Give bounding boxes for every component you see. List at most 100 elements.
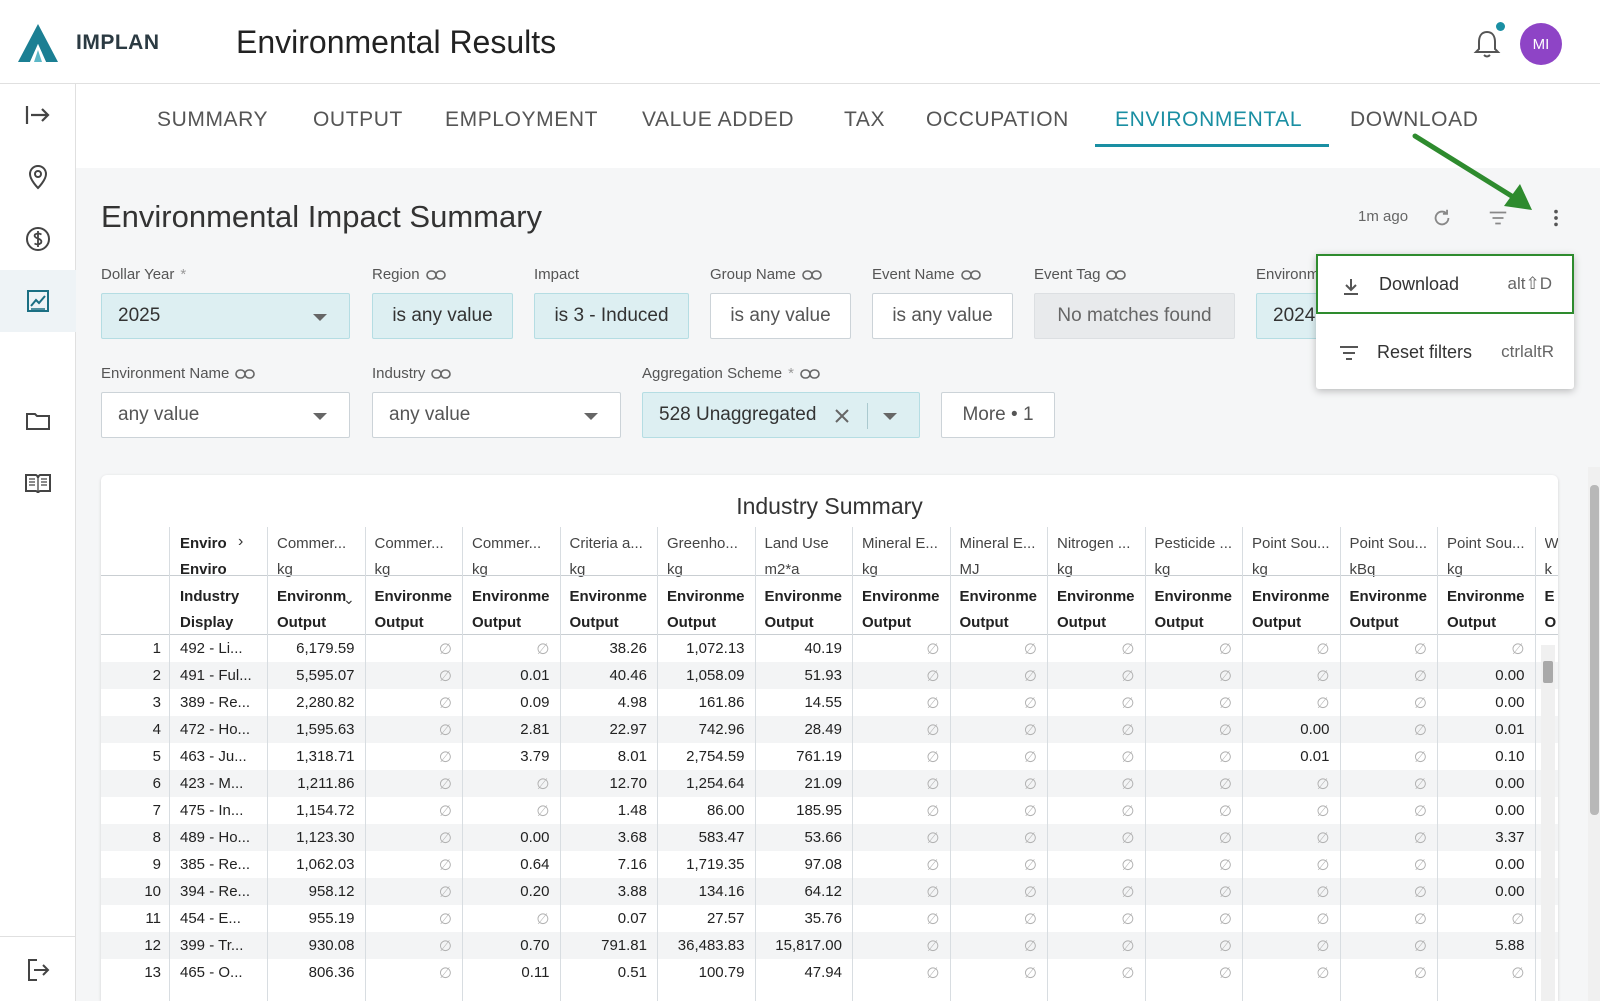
null-cell[interactable]: ∅	[1511, 911, 1525, 928]
value-cell[interactable]: 1,058.09	[686, 667, 745, 684]
sidebar-help[interactable]	[0, 452, 76, 514]
value-cell[interactable]: 0.11	[521, 964, 550, 981]
null-cell[interactable]: ∅	[1023, 722, 1037, 739]
null-cell[interactable]: ∅	[438, 857, 452, 874]
column-header-name[interactable]: Criteria a...	[569, 535, 643, 552]
measure-header-name[interactable]: Environme	[374, 588, 453, 605]
null-cell[interactable]: ∅	[1413, 938, 1427, 955]
value-cell[interactable]: 0.01	[1495, 721, 1525, 738]
null-cell[interactable]: ∅	[1023, 911, 1037, 928]
value-cell[interactable]: 3.68	[617, 829, 647, 846]
null-cell[interactable]: ∅	[1218, 641, 1232, 658]
industry-cell[interactable]: 454 - E...	[180, 910, 241, 927]
null-cell[interactable]: ∅	[1023, 641, 1037, 658]
value-cell[interactable]: 36,483.83	[677, 937, 745, 954]
dashboard-actions-button[interactable]	[1542, 204, 1570, 232]
menu-reset-filters[interactable]: Reset filters ctrlaltR	[1316, 322, 1574, 382]
null-cell[interactable]: ∅	[1121, 749, 1135, 766]
null-cell[interactable]: ∅	[1023, 938, 1037, 955]
measure-header-name[interactable]: Environme	[472, 588, 550, 605]
sidebar-expand[interactable]	[0, 84, 76, 146]
null-cell[interactable]: ∅	[1218, 722, 1232, 739]
null-cell[interactable]: ∅	[1316, 965, 1330, 982]
null-cell[interactable]: ∅	[926, 695, 940, 712]
null-cell[interactable]: ∅	[1023, 884, 1037, 901]
measure-header-name[interactable]: Environme	[764, 588, 843, 605]
null-cell[interactable]: ∅	[536, 641, 550, 658]
sidebar-projects[interactable]	[0, 390, 76, 452]
event-name-filter[interactable]: is any value	[872, 293, 1013, 339]
column-header-name[interactable]: Commer...	[472, 535, 542, 552]
tab-employment[interactable]: EMPLOYMENT	[445, 108, 599, 131]
tab-output[interactable]: OUTPUT	[313, 108, 403, 131]
null-cell[interactable]: ∅	[1316, 668, 1330, 685]
value-cell[interactable]: 2,754.59	[686, 748, 745, 765]
null-cell[interactable]: ∅	[1316, 857, 1330, 874]
value-cell[interactable]: 53.66	[804, 829, 842, 846]
null-cell[interactable]: ∅	[1023, 776, 1037, 793]
value-cell[interactable]: 1,154.72	[296, 802, 355, 819]
null-cell[interactable]: ∅	[1316, 776, 1330, 793]
null-cell[interactable]: ∅	[438, 803, 452, 820]
null-cell[interactable]: ∅	[1121, 938, 1135, 955]
value-cell[interactable]: 21.09	[804, 775, 842, 792]
column-header-name[interactable]: W	[1544, 535, 1559, 552]
value-cell[interactable]: 5.88	[1495, 937, 1525, 954]
tab-summary[interactable]: SUMMARY	[157, 108, 269, 131]
industry-select[interactable]: any value	[372, 392, 621, 438]
table-scrollbar[interactable]	[1541, 645, 1555, 1001]
value-cell[interactable]: 27.57	[706, 910, 745, 927]
menu-download[interactable]: Download alt⇧D	[1316, 254, 1574, 314]
tab-environmental[interactable]: ENVIRONMENTAL	[1115, 108, 1303, 131]
value-cell[interactable]: 0.10	[1495, 748, 1525, 765]
null-cell[interactable]: ∅	[1023, 965, 1037, 982]
value-cell[interactable]: 5,595.07	[296, 667, 355, 684]
column-header-name[interactable]: Point Sou...	[1252, 535, 1330, 552]
refresh-button[interactable]	[1428, 204, 1456, 232]
null-cell[interactable]: ∅	[1121, 641, 1135, 658]
null-cell[interactable]: ∅	[1413, 857, 1427, 874]
sidebar-logout[interactable]	[0, 939, 76, 1001]
value-cell[interactable]: 86.00	[706, 802, 745, 819]
null-cell[interactable]: ∅	[1413, 749, 1427, 766]
null-cell[interactable]: ∅	[536, 776, 550, 793]
column-header-name[interactable]: Point Sou...	[1447, 535, 1525, 552]
null-cell[interactable]: ∅	[536, 803, 550, 820]
measure-header-name[interactable]: Environme	[1154, 588, 1233, 605]
sidebar-regions[interactable]	[0, 146, 76, 208]
null-cell[interactable]: ∅	[1218, 857, 1232, 874]
null-cell[interactable]: ∅	[1413, 830, 1427, 847]
tab-occupation[interactable]: OCCUPATION	[926, 108, 1069, 131]
impact-filter[interactable]: is 3 - Induced	[534, 293, 689, 339]
tab-value-added[interactable]: VALUE ADDED	[642, 108, 795, 131]
value-cell[interactable]: 0.07	[617, 910, 647, 927]
null-cell[interactable]: ∅	[438, 668, 452, 685]
null-cell[interactable]: ∅	[1218, 830, 1232, 847]
value-cell[interactable]: 1,211.86	[297, 775, 355, 792]
value-cell[interactable]: 0.00	[1495, 802, 1525, 819]
null-cell[interactable]: ∅	[1413, 965, 1427, 982]
value-cell[interactable]: 6,179.59	[296, 640, 355, 657]
value-cell[interactable]: 47.94	[804, 964, 842, 981]
value-cell[interactable]: 4.98	[617, 694, 647, 711]
value-cell[interactable]: 930.08	[308, 937, 355, 954]
null-cell[interactable]: ∅	[926, 803, 940, 820]
aggregation-scheme-select[interactable]: 528 Unaggregated	[642, 392, 920, 438]
event-tag-filter[interactable]: No matches found	[1034, 293, 1235, 339]
industry-cell[interactable]: 385 - Re...	[180, 856, 251, 873]
value-cell[interactable]: 1,318.71	[296, 748, 355, 765]
value-cell[interactable]: 14.55	[804, 694, 842, 711]
null-cell[interactable]: ∅	[1218, 776, 1232, 793]
more-filters-button[interactable]: More • 1	[941, 392, 1055, 438]
null-cell[interactable]: ∅	[1218, 911, 1232, 928]
industry-cell[interactable]: 423 - M...	[180, 775, 244, 792]
null-cell[interactable]: ∅	[926, 884, 940, 901]
value-cell[interactable]: 7.16	[617, 856, 647, 873]
tab-download[interactable]: DOWNLOAD	[1350, 108, 1479, 131]
table-row[interactable]	[101, 824, 1558, 851]
region-filter[interactable]: is any value	[372, 293, 513, 339]
value-cell[interactable]: 15,817.00	[775, 937, 842, 954]
value-cell[interactable]: 134.16	[698, 883, 745, 900]
value-cell[interactable]: 185.95	[796, 802, 842, 819]
value-cell[interactable]: 2,280.82	[296, 694, 355, 711]
